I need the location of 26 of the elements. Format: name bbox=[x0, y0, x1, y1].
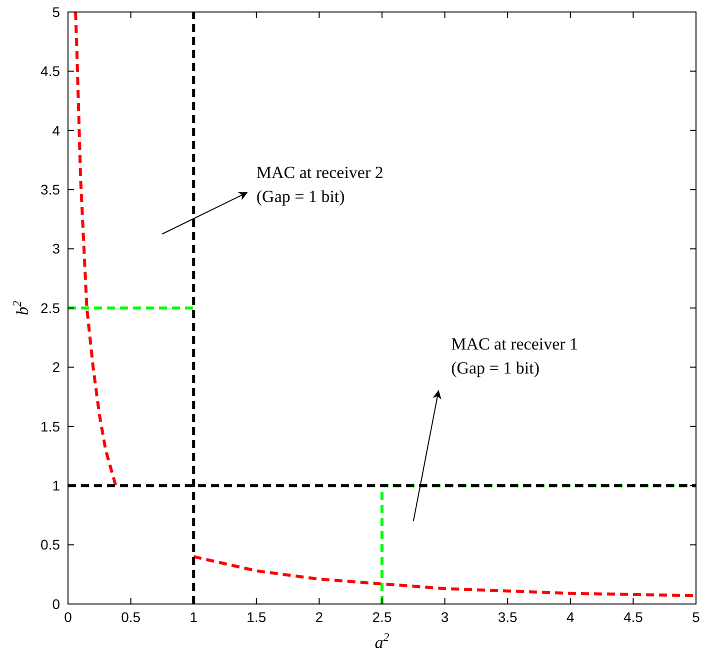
x-tick-label: 1 bbox=[190, 609, 198, 625]
y-tick-label: 1 bbox=[52, 478, 60, 494]
x-tick-label: 3 bbox=[440, 609, 449, 625]
x-tick-label: 2 bbox=[315, 609, 324, 625]
y-tick-label: 4 bbox=[52, 122, 60, 138]
x-tick-label: 5 bbox=[692, 609, 700, 625]
y-tick-label: 0 bbox=[52, 596, 60, 612]
y-tick-label: 3.5 bbox=[40, 182, 60, 198]
annotation: MAC at receiver 1 (Gap = 1 bit) bbox=[451, 334, 578, 378]
x-tick-label: 4 bbox=[566, 609, 574, 625]
x-axis-title: a$^{2}$ bbox=[374, 630, 390, 652]
y-tick-label: 2 bbox=[52, 359, 60, 376]
y-tick-label: 3 bbox=[52, 240, 60, 257]
x-tick-label: 0.5 bbox=[121, 609, 141, 625]
y-tick-label: 2.5 bbox=[40, 300, 60, 316]
y-tick-label: 4.5 bbox=[40, 63, 60, 80]
annotation: MAC at receiver 2 (Gap = 1 bit) bbox=[256, 162, 384, 206]
y-tick-label: 5 bbox=[52, 4, 60, 20]
x-tick-label: 1.5 bbox=[246, 609, 266, 625]
x-tick-label: 2.5 bbox=[372, 609, 392, 625]
x-tick-label: 3.5 bbox=[498, 609, 518, 625]
y-tick-label: 0.5 bbox=[40, 536, 60, 553]
x-tick-label: 4.5 bbox=[623, 609, 644, 625]
x-tick-label: 0 bbox=[64, 609, 72, 625]
y-tick-label: 1.5 bbox=[40, 418, 60, 434]
line-series bbox=[74, 10, 118, 488]
